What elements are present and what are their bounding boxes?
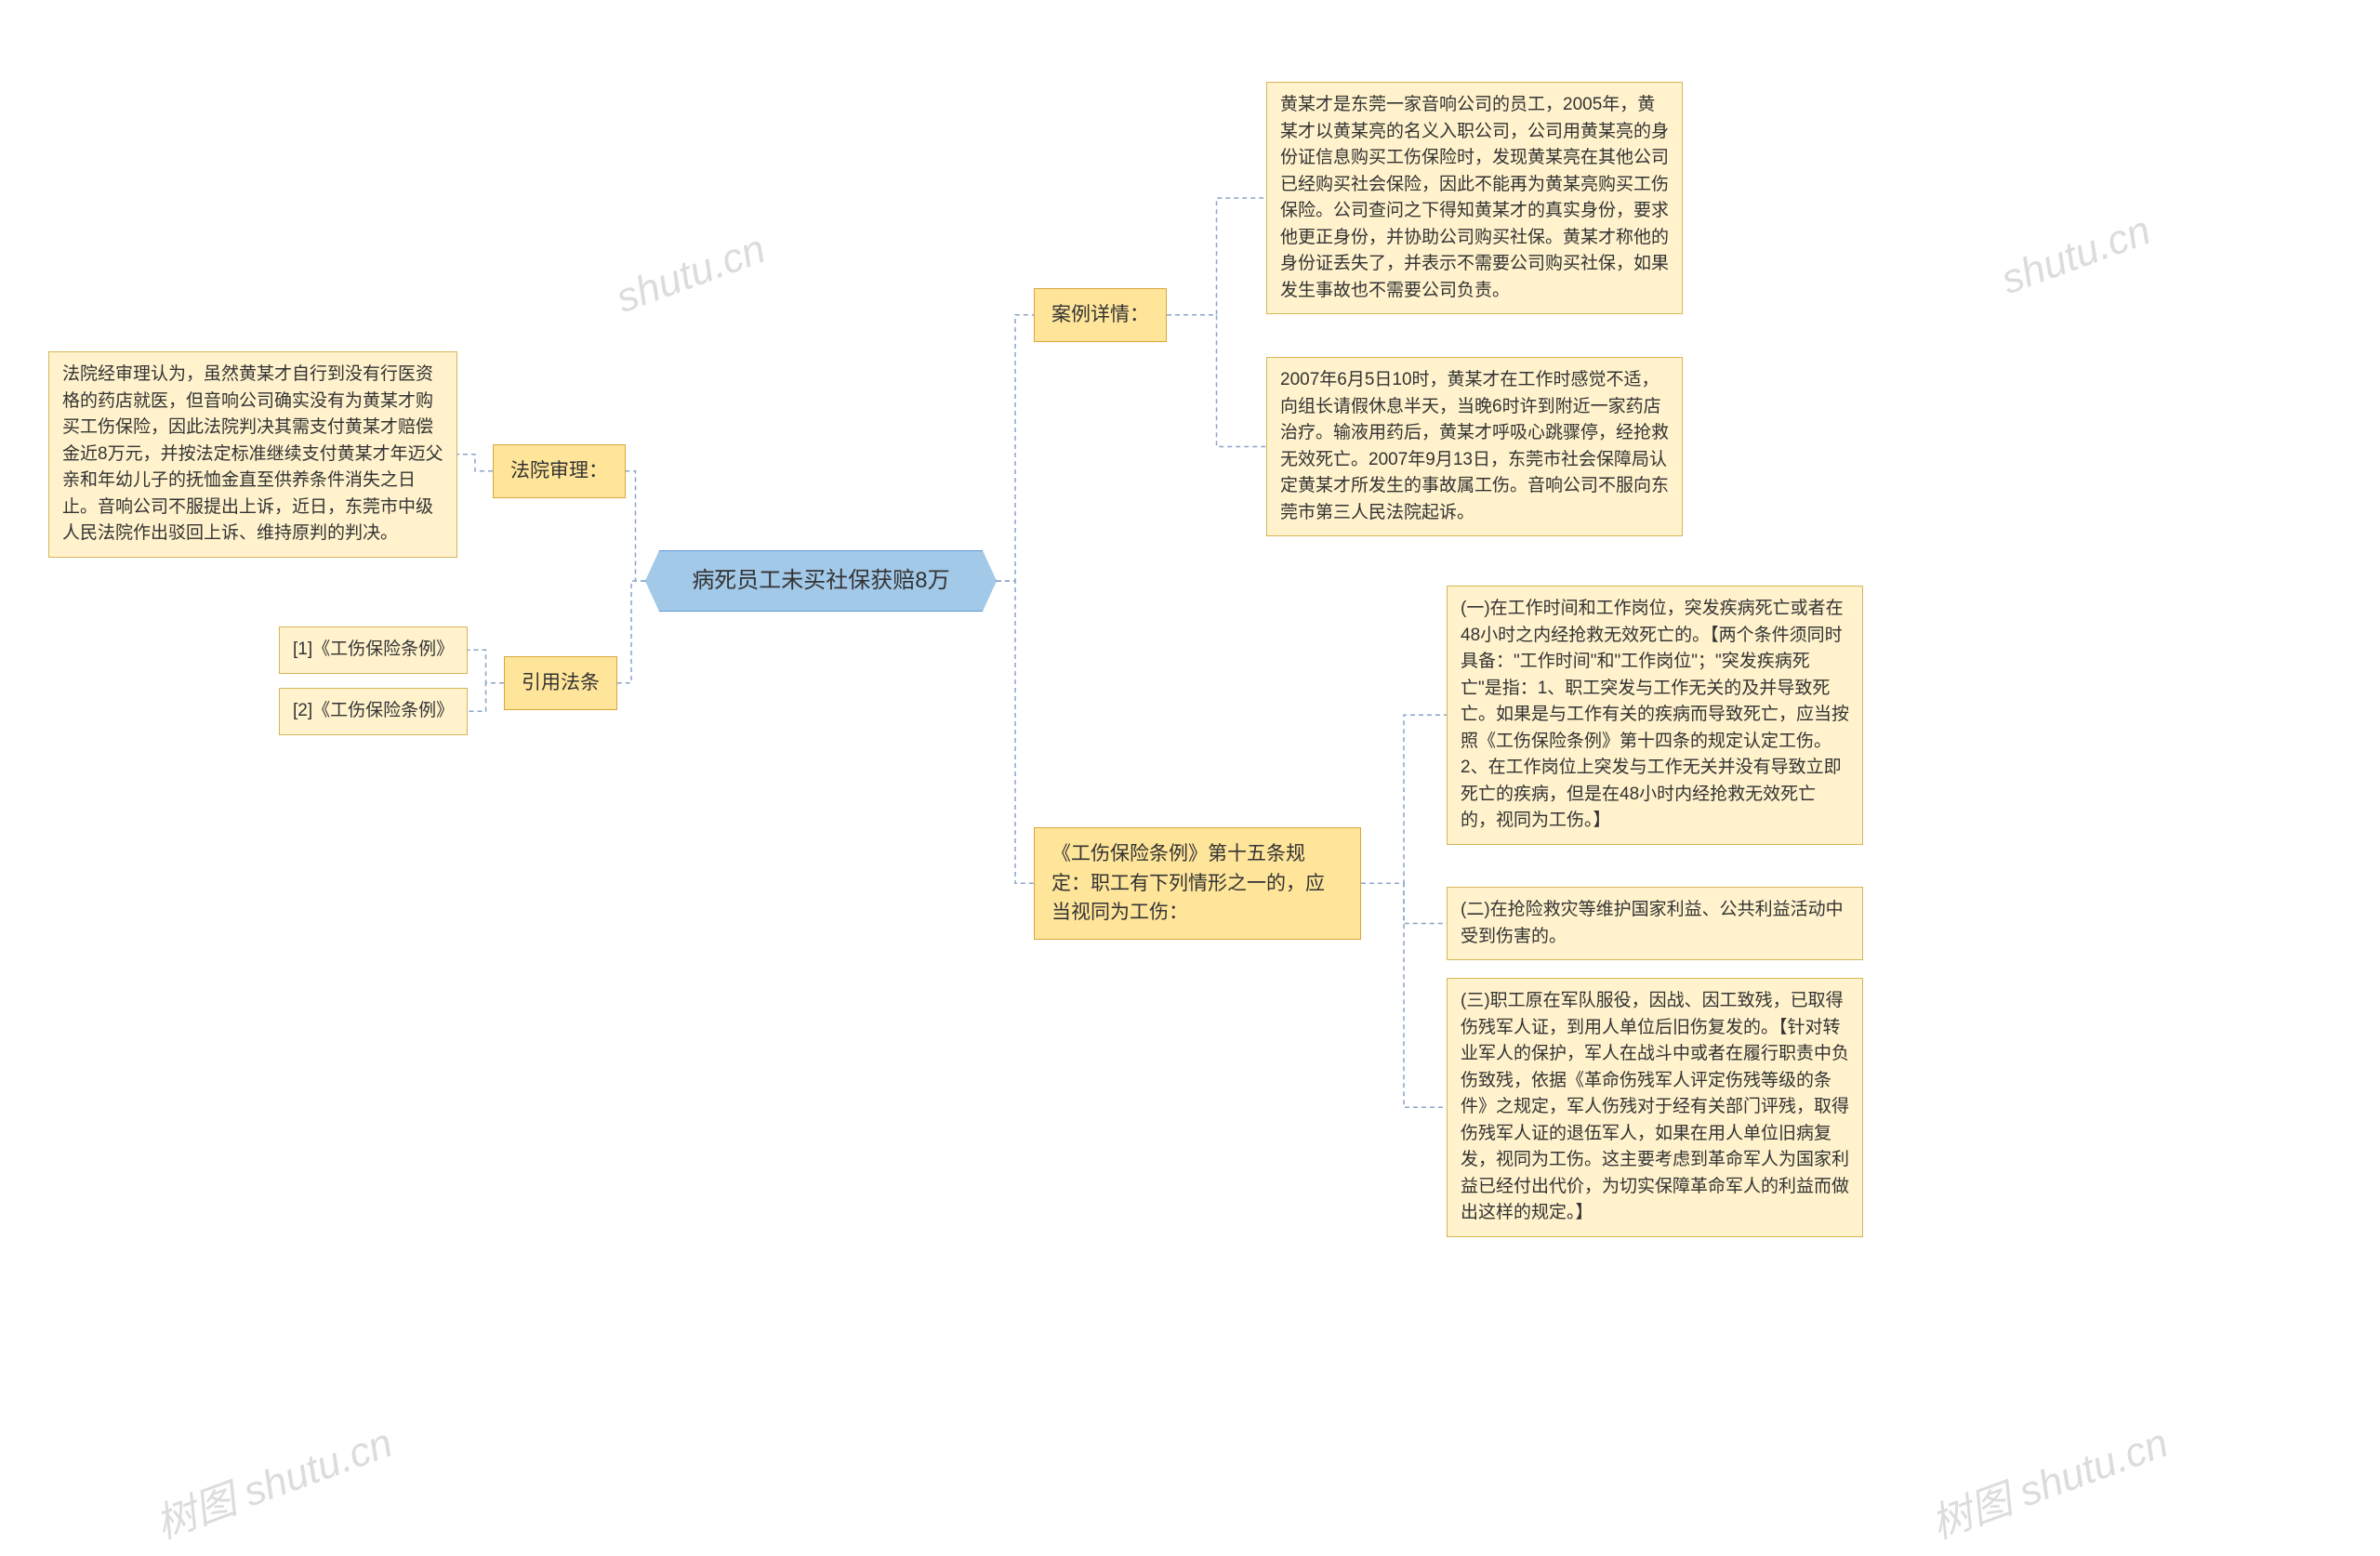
leaf-cite2: [2]《工伤保险条例》 (279, 688, 468, 735)
branch-case: 案例详情： (1034, 288, 1167, 342)
watermark: 树图 shutu.cn (1922, 1409, 2175, 1549)
leaf-case2: 2007年6月5日10时，黄某才在工作时感觉不适，向组长请假休息半天，当晚6时许… (1266, 357, 1683, 536)
watermark: 树图 shutu.cn (146, 1409, 399, 1549)
leaf-reg1: (一)在工作时间和工作岗位，突发疾病死亡或者在48小时之内经抢救无效死亡的。【两… (1447, 586, 1863, 845)
leaf-court-detail: 法院经审理认为，虽然黄某才自行到没有行医资格的药店就医，但音响公司确实没有为黄某… (48, 351, 457, 558)
root-node: 病死员工未买社保获赔8万 (645, 550, 997, 612)
watermark: shutu.cn (1995, 207, 2156, 304)
leaf-case1: 黄某才是东莞一家音响公司的员工，2005年，黄某才以黄某亮的名义入职公司，公司用… (1266, 82, 1683, 314)
leaf-reg3: (三)职工原在军队服役，因战、因工致残，已取得伤残军人证，到用人单位后旧伤复发的… (1447, 978, 1863, 1237)
watermark: shutu.cn (610, 226, 771, 323)
branch-reg: 《工伤保险条例》第十五条规定：职工有下列情形之一的，应当视同为工伤： (1034, 827, 1361, 940)
leaf-reg2: (二)在抢险救灾等维护国家利益、公共利益活动中受到伤害的。 (1447, 887, 1863, 960)
branch-court: 法院审理： (493, 444, 626, 498)
leaf-cite1: [1]《工伤保险条例》 (279, 626, 468, 674)
branch-cite: 引用法条 (504, 656, 617, 710)
connector-layer (0, 0, 2380, 1556)
